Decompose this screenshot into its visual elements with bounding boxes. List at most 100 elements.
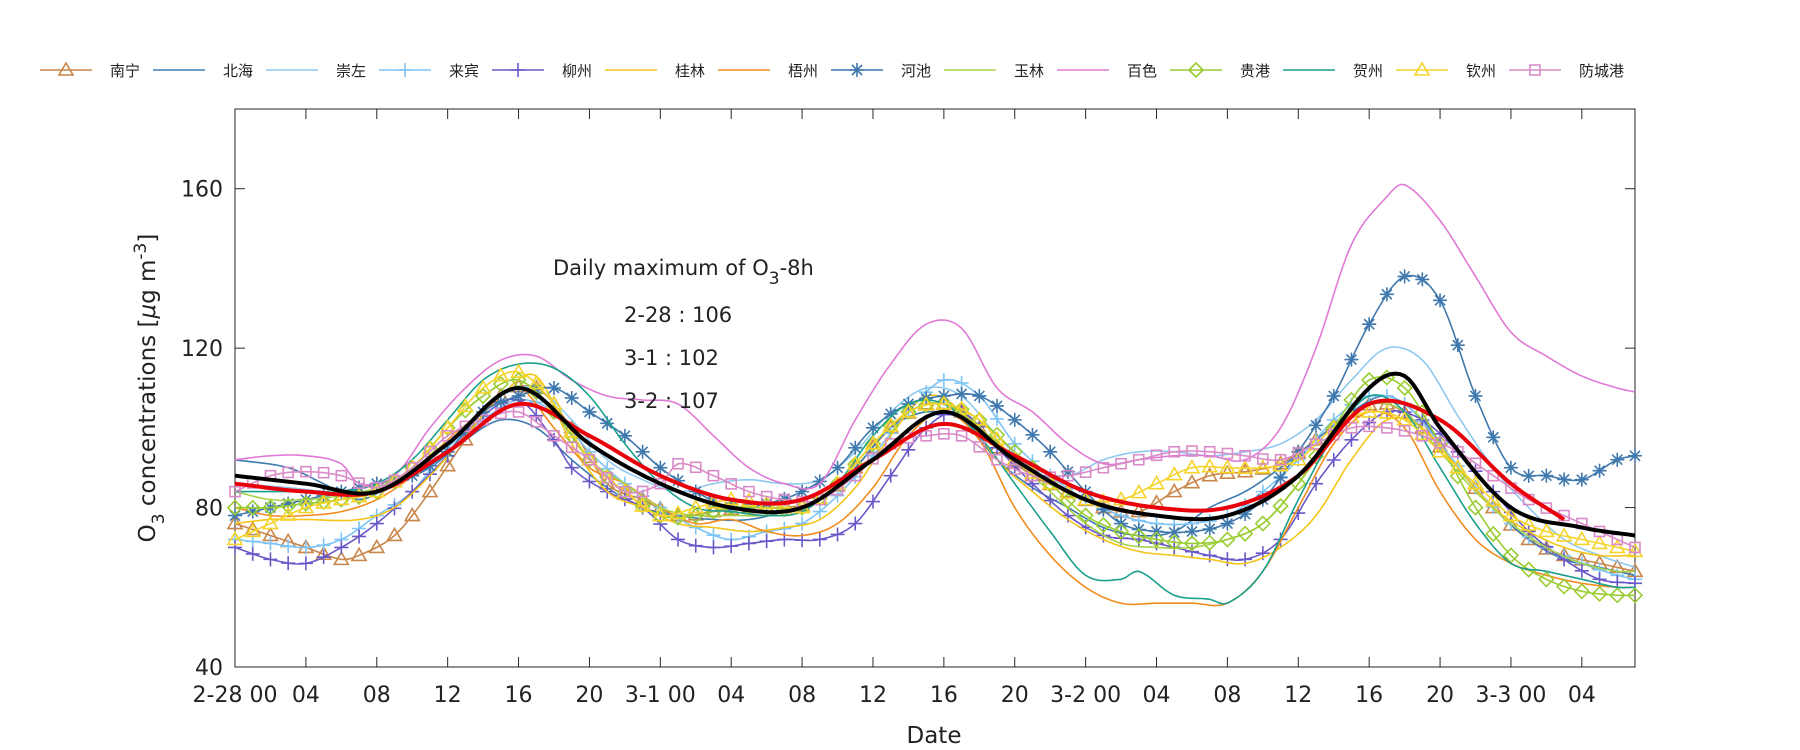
x-tick-label: 12 <box>859 683 887 708</box>
legend-label: 梧州 <box>788 62 818 80</box>
series-point <box>1555 527 1573 542</box>
series-point <box>441 430 454 442</box>
series-point <box>864 435 882 450</box>
legend-item: 钦州 <box>1396 61 1496 80</box>
legend-label: 柳州 <box>562 62 592 80</box>
legend-label: 贺州 <box>1353 62 1383 80</box>
series-point <box>687 498 705 514</box>
series-point <box>1502 506 1520 522</box>
x-tick-label: 20 <box>1426 683 1454 708</box>
series-point <box>1077 507 1094 524</box>
series-point <box>1257 453 1269 465</box>
series-point <box>316 550 331 565</box>
series-point <box>669 504 687 520</box>
legend-item: 梧州 <box>718 62 818 80</box>
series-point <box>530 416 543 428</box>
series-point <box>883 468 898 483</box>
legend-marker-point <box>398 63 412 77</box>
series-百色 <box>234 183 1636 490</box>
series-point <box>1183 535 1201 552</box>
series-point <box>422 458 437 473</box>
series-point <box>600 416 615 431</box>
legend-label: 河池 <box>901 62 931 80</box>
series-point <box>1434 437 1446 449</box>
legend-label: 来宾 <box>449 62 479 80</box>
x-tick-label: 20 <box>575 683 603 708</box>
series-point <box>1413 425 1431 441</box>
legend-item: 玉林 <box>944 62 1044 80</box>
series-point <box>1502 547 1520 564</box>
series-point <box>882 417 900 432</box>
series-point <box>1467 499 1484 516</box>
series-point <box>1112 523 1130 540</box>
series-point <box>1273 532 1288 547</box>
series-point <box>1130 484 1148 499</box>
series-point <box>688 538 703 553</box>
series-point <box>1591 585 1608 603</box>
series-point <box>654 477 667 490</box>
series-point <box>279 506 297 521</box>
series-point <box>1201 534 1218 551</box>
series-point <box>619 485 631 498</box>
series-point <box>1238 507 1253 522</box>
series-point <box>1344 432 1359 447</box>
series-point <box>1008 463 1021 476</box>
series-point <box>1416 430 1429 442</box>
series-point <box>936 373 951 388</box>
series-point <box>439 457 457 472</box>
series-point <box>1396 411 1414 426</box>
series-point <box>315 494 333 509</box>
series-point <box>1167 525 1182 540</box>
x-tick-label: 20 <box>1001 683 1029 708</box>
series-point <box>1468 388 1483 403</box>
series-point <box>1396 379 1413 397</box>
series-point <box>1095 516 1112 534</box>
series-point <box>1433 293 1448 308</box>
series-point <box>1629 541 1641 554</box>
legend-item: 北海 <box>153 62 253 80</box>
series-point <box>1362 317 1377 332</box>
x-tick-label: 12 <box>1284 683 1312 708</box>
series-point <box>1628 448 1642 463</box>
x-tick-label: 2-28 00 <box>193 683 278 708</box>
series-point <box>228 540 242 555</box>
series-point <box>1203 445 1216 458</box>
x-tick-label: 04 <box>1568 683 1596 708</box>
legend-item: 贺州 <box>1283 62 1383 80</box>
series-point <box>1274 453 1287 466</box>
series-point <box>1007 412 1022 427</box>
series-point <box>635 444 650 459</box>
series-point <box>281 539 296 554</box>
series-point <box>1573 530 1591 546</box>
legend-marker-point <box>1187 61 1205 79</box>
series-point <box>1062 469 1074 482</box>
series-point <box>1115 457 1127 470</box>
series-point <box>865 420 880 435</box>
series-point <box>335 469 348 482</box>
series-point <box>920 430 932 442</box>
series-point <box>229 485 241 498</box>
series-point <box>226 530 244 546</box>
series-point <box>1236 525 1254 542</box>
series-point <box>971 411 988 429</box>
series-point <box>634 497 651 512</box>
series-point <box>529 382 544 397</box>
annotation-title: Daily maximum of O3-8h <box>553 256 814 289</box>
series-point <box>564 460 579 475</box>
series-point <box>1485 525 1502 543</box>
series-point <box>316 538 331 553</box>
series-point <box>707 469 720 482</box>
series-point <box>1165 483 1183 498</box>
x-tick-label: 3-1 00 <box>625 683 696 708</box>
series-point <box>1148 475 1165 490</box>
series-point <box>244 499 261 516</box>
series-point <box>1202 521 1217 536</box>
series-point <box>262 499 279 516</box>
series-point <box>281 496 296 511</box>
series-point <box>527 374 545 390</box>
series-point <box>1166 534 1183 551</box>
series-point <box>1626 542 1644 558</box>
series-point <box>954 386 969 401</box>
series-point <box>1503 460 1518 475</box>
series-point <box>352 529 367 544</box>
